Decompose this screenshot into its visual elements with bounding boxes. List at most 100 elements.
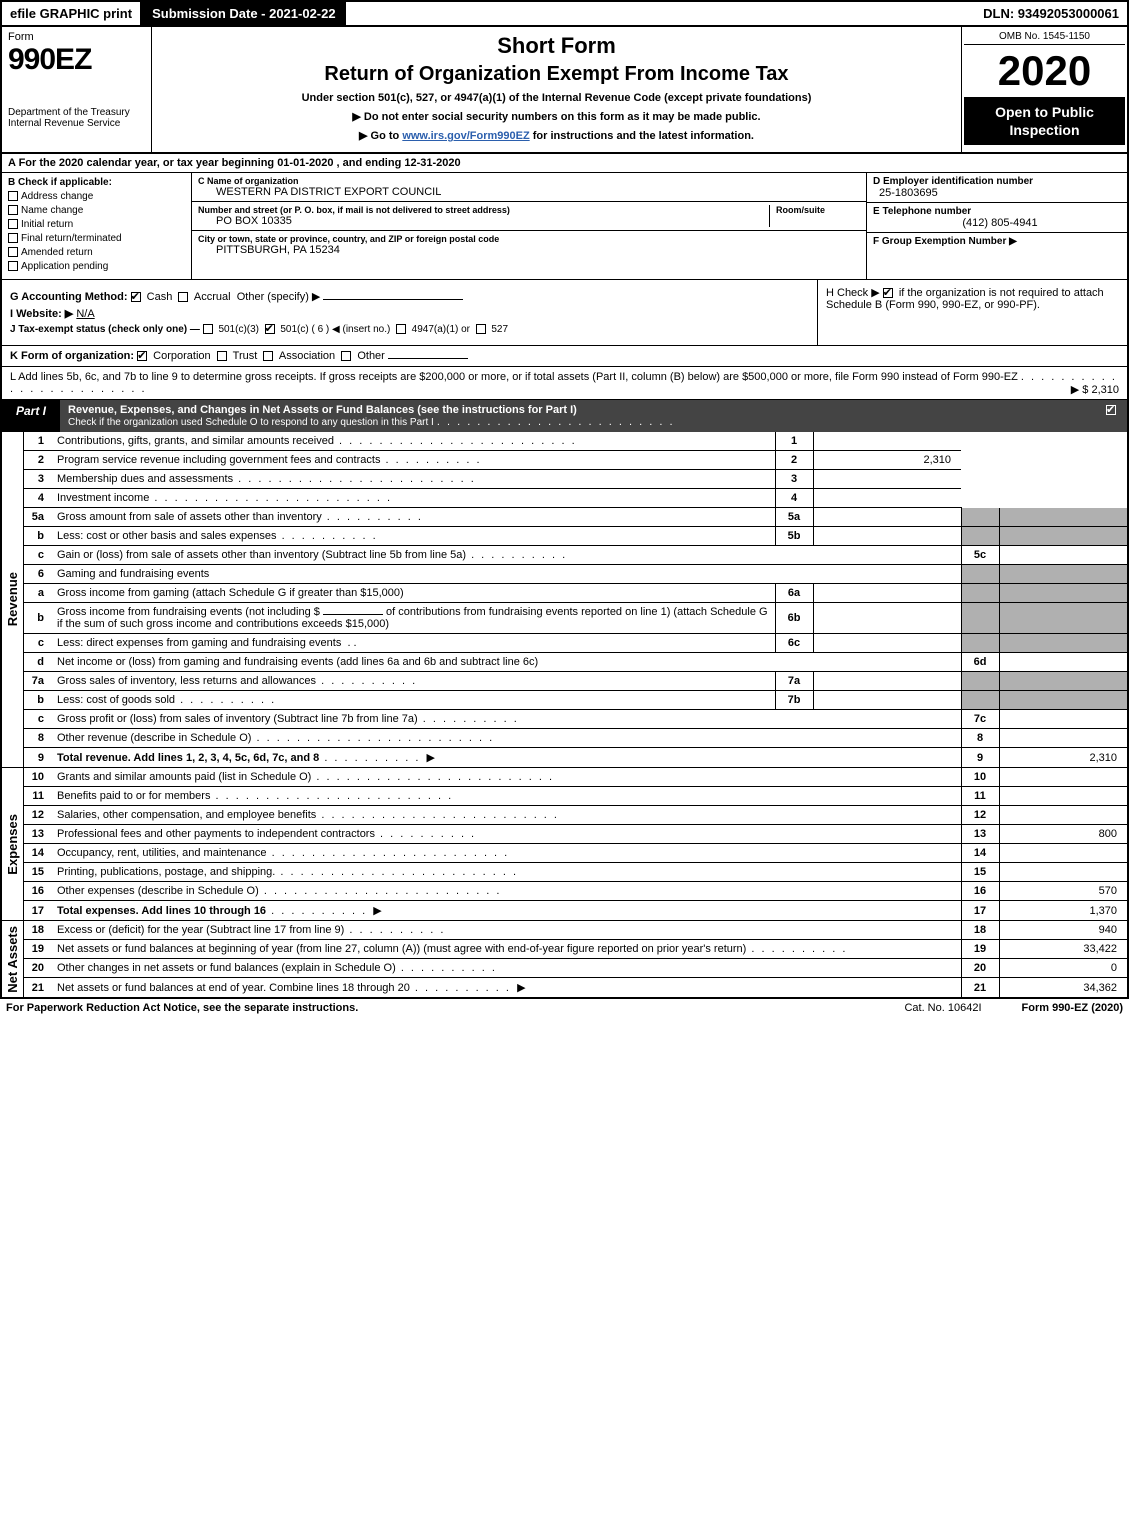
box-c: C Name of organization WESTERN PA DISTRI… — [192, 173, 867, 279]
line-15: 15 Printing, publications, postage, and … — [24, 863, 1127, 882]
cat-no: Cat. No. 10642I — [864, 1002, 1021, 1014]
chk-name-change[interactable]: Name change — [8, 205, 185, 216]
ssn-warning: ▶ Do not enter social security numbers o… — [162, 110, 951, 123]
line-6d: d Net income or (loss) from gaming and f… — [24, 653, 1127, 672]
form-header: Form 990EZ Department of the Treasury In… — [0, 27, 1129, 154]
gross-receipts-val: ▶ $ 2,310 — [1071, 383, 1119, 396]
chk-other-org[interactable] — [341, 351, 351, 361]
part1-title: Revenue, Expenses, and Changes in Net As… — [60, 400, 1098, 432]
chk-accrual[interactable] — [178, 292, 188, 302]
chk-final-return[interactable]: Final return/terminated — [8, 233, 185, 244]
net-assets-section: Net Assets 18 Excess or (deficit) for th… — [0, 921, 1129, 999]
chk-corporation[interactable] — [137, 351, 147, 361]
part1-label: Part I — [2, 400, 60, 432]
chk-initial-return[interactable]: Initial return — [8, 219, 185, 230]
expenses-section: Expenses 10 Grants and similar amounts p… — [0, 768, 1129, 921]
line-10: 10 Grants and similar amounts paid (list… — [24, 768, 1127, 787]
form-number: 990EZ — [8, 43, 145, 77]
city-val: PITTSBURGH, PA 15234 — [198, 244, 860, 256]
line-7c: c Gross profit or (loss) from sales of i… — [24, 710, 1127, 729]
line-5c: c Gain or (loss) from sale of assets oth… — [24, 546, 1127, 565]
line-i: I Website: ▶ N/A — [10, 307, 809, 320]
chk-trust[interactable] — [217, 351, 227, 361]
line-12: 12 Salaries, other compensation, and emp… — [24, 806, 1127, 825]
line-4: 4 Investment income 4 — [24, 489, 1127, 508]
revenue-side-label: Revenue — [2, 432, 24, 767]
line-k: K Form of organization: Corporation Trus… — [0, 346, 1129, 367]
line-16: 16 Other expenses (describe in Schedule … — [24, 882, 1127, 901]
line-11: 11 Benefits paid to or for members 11 — [24, 787, 1127, 806]
street-label: Number and street (or P. O. box, if mail… — [198, 205, 763, 215]
line-5b: b Less: cost or other basis and sales ex… — [24, 527, 1127, 546]
dln-label: DLN: 93492053000061 — [975, 2, 1127, 25]
phone-val: (412) 805-4941 — [873, 217, 1121, 229]
meta-ghij: G Accounting Method: Cash Accrual Other … — [0, 280, 1129, 346]
line-2: 2 Program service revenue including gove… — [24, 451, 1127, 470]
chk-cash[interactable] — [131, 292, 141, 302]
paperwork-notice: For Paperwork Reduction Act Notice, see … — [6, 1002, 864, 1014]
line-1: 1 Contributions, gifts, grants, and simi… — [24, 432, 1127, 451]
goto-post: for instructions and the latest informat… — [530, 130, 754, 142]
group-exemption-label: F Group Exemption Number ▶ — [873, 236, 1121, 247]
org-name-label: C Name of organization — [198, 176, 860, 186]
line-8: 8 Other revenue (describe in Schedule O)… — [24, 729, 1127, 748]
line-6a: a Gross income from gaming (attach Sched… — [24, 584, 1127, 603]
line-9: 9 Total revenue. Add lines 1, 2, 3, 4, 5… — [24, 748, 1127, 768]
open-inspection: Open to Public Inspection — [964, 97, 1125, 145]
form-label: Form — [8, 31, 145, 43]
submission-date: Submission Date - 2021-02-22 — [142, 2, 346, 25]
chk-schedule-b[interactable] — [883, 288, 893, 298]
line-7b: b Less: cost of goods sold 7b — [24, 691, 1127, 710]
form-ref: Form 990-EZ (2020) — [1022, 1002, 1123, 1014]
top-bar: efile GRAPHIC print Submission Date - 20… — [0, 0, 1129, 27]
line-14: 14 Occupancy, rent, utilities, and maint… — [24, 844, 1127, 863]
irs-label: Internal Revenue Service — [8, 118, 145, 129]
line-l: L Add lines 5b, 6c, and 7b to line 9 to … — [0, 367, 1129, 400]
omb-number: OMB No. 1545-1150 — [964, 29, 1125, 45]
chk-501c3[interactable] — [203, 324, 213, 334]
revenue-section: Revenue 1 Contributions, gifts, grants, … — [0, 432, 1129, 768]
subtitle: Under section 501(c), 527, or 4947(a)(1)… — [162, 92, 951, 104]
info-block: B Check if applicable: Address change Na… — [0, 173, 1129, 280]
line-j: J Tax-exempt status (check only one) — 5… — [10, 324, 809, 335]
city-label: City or town, state or province, country… — [198, 234, 860, 244]
chk-4947[interactable] — [396, 324, 406, 334]
spacer — [346, 2, 976, 25]
chk-association[interactable] — [263, 351, 273, 361]
form-year-block: OMB No. 1545-1150 2020 Open to Public In… — [962, 27, 1127, 152]
line-3: 3 Membership dues and assessments 3 — [24, 470, 1127, 489]
page-footer: For Paperwork Reduction Act Notice, see … — [0, 999, 1129, 1017]
short-form-title: Short Form — [162, 33, 951, 59]
irs-link[interactable]: www.irs.gov/Form990EZ — [402, 130, 529, 142]
goto-pre: ▶ Go to — [359, 130, 402, 142]
org-name: WESTERN PA DISTRICT EXPORT COUNCIL — [198, 186, 860, 198]
goto-line: ▶ Go to www.irs.gov/Form990EZ for instru… — [162, 129, 951, 142]
meta-left: G Accounting Method: Cash Accrual Other … — [2, 280, 817, 345]
line-13: 13 Professional fees and other payments … — [24, 825, 1127, 844]
chk-amended-return[interactable]: Amended return — [8, 247, 185, 258]
efile-print-label[interactable]: efile GRAPHIC print — [2, 2, 142, 25]
net-assets-side-label: Net Assets — [2, 921, 24, 997]
chk-application-pending[interactable]: Application pending — [8, 261, 185, 272]
part1-schedule-o-check[interactable] — [1098, 400, 1127, 432]
phone-label: E Telephone number — [873, 206, 1121, 217]
line-g: G Accounting Method: Cash Accrual Other … — [10, 290, 809, 303]
dept-label: Department of the Treasury — [8, 107, 145, 118]
chk-address-change[interactable]: Address change — [8, 191, 185, 202]
room-label: Room/suite — [776, 205, 860, 215]
chk-527[interactable] — [476, 324, 486, 334]
line-6b: b Gross income from fundraising events (… — [24, 603, 1127, 634]
form-id-block: Form 990EZ Department of the Treasury In… — [2, 27, 152, 152]
tax-year-row: A For the 2020 calendar year, or tax yea… — [0, 154, 1129, 173]
line-20: 20 Other changes in net assets or fund b… — [24, 959, 1127, 978]
line-7a: 7a Gross sales of inventory, less return… — [24, 672, 1127, 691]
tax-year: 2020 — [964, 45, 1125, 97]
chk-501c[interactable] — [265, 324, 275, 334]
box-b: B Check if applicable: Address change Na… — [2, 173, 192, 279]
expenses-side-label: Expenses — [2, 768, 24, 920]
website-val: N/A — [76, 308, 94, 320]
line-21: 21 Net assets or fund balances at end of… — [24, 978, 1127, 998]
line-5a: 5a Gross amount from sale of assets othe… — [24, 508, 1127, 527]
line-17: 17 Total expenses. Add lines 10 through … — [24, 901, 1127, 921]
line-18: 18 Excess or (deficit) for the year (Sub… — [24, 921, 1127, 940]
